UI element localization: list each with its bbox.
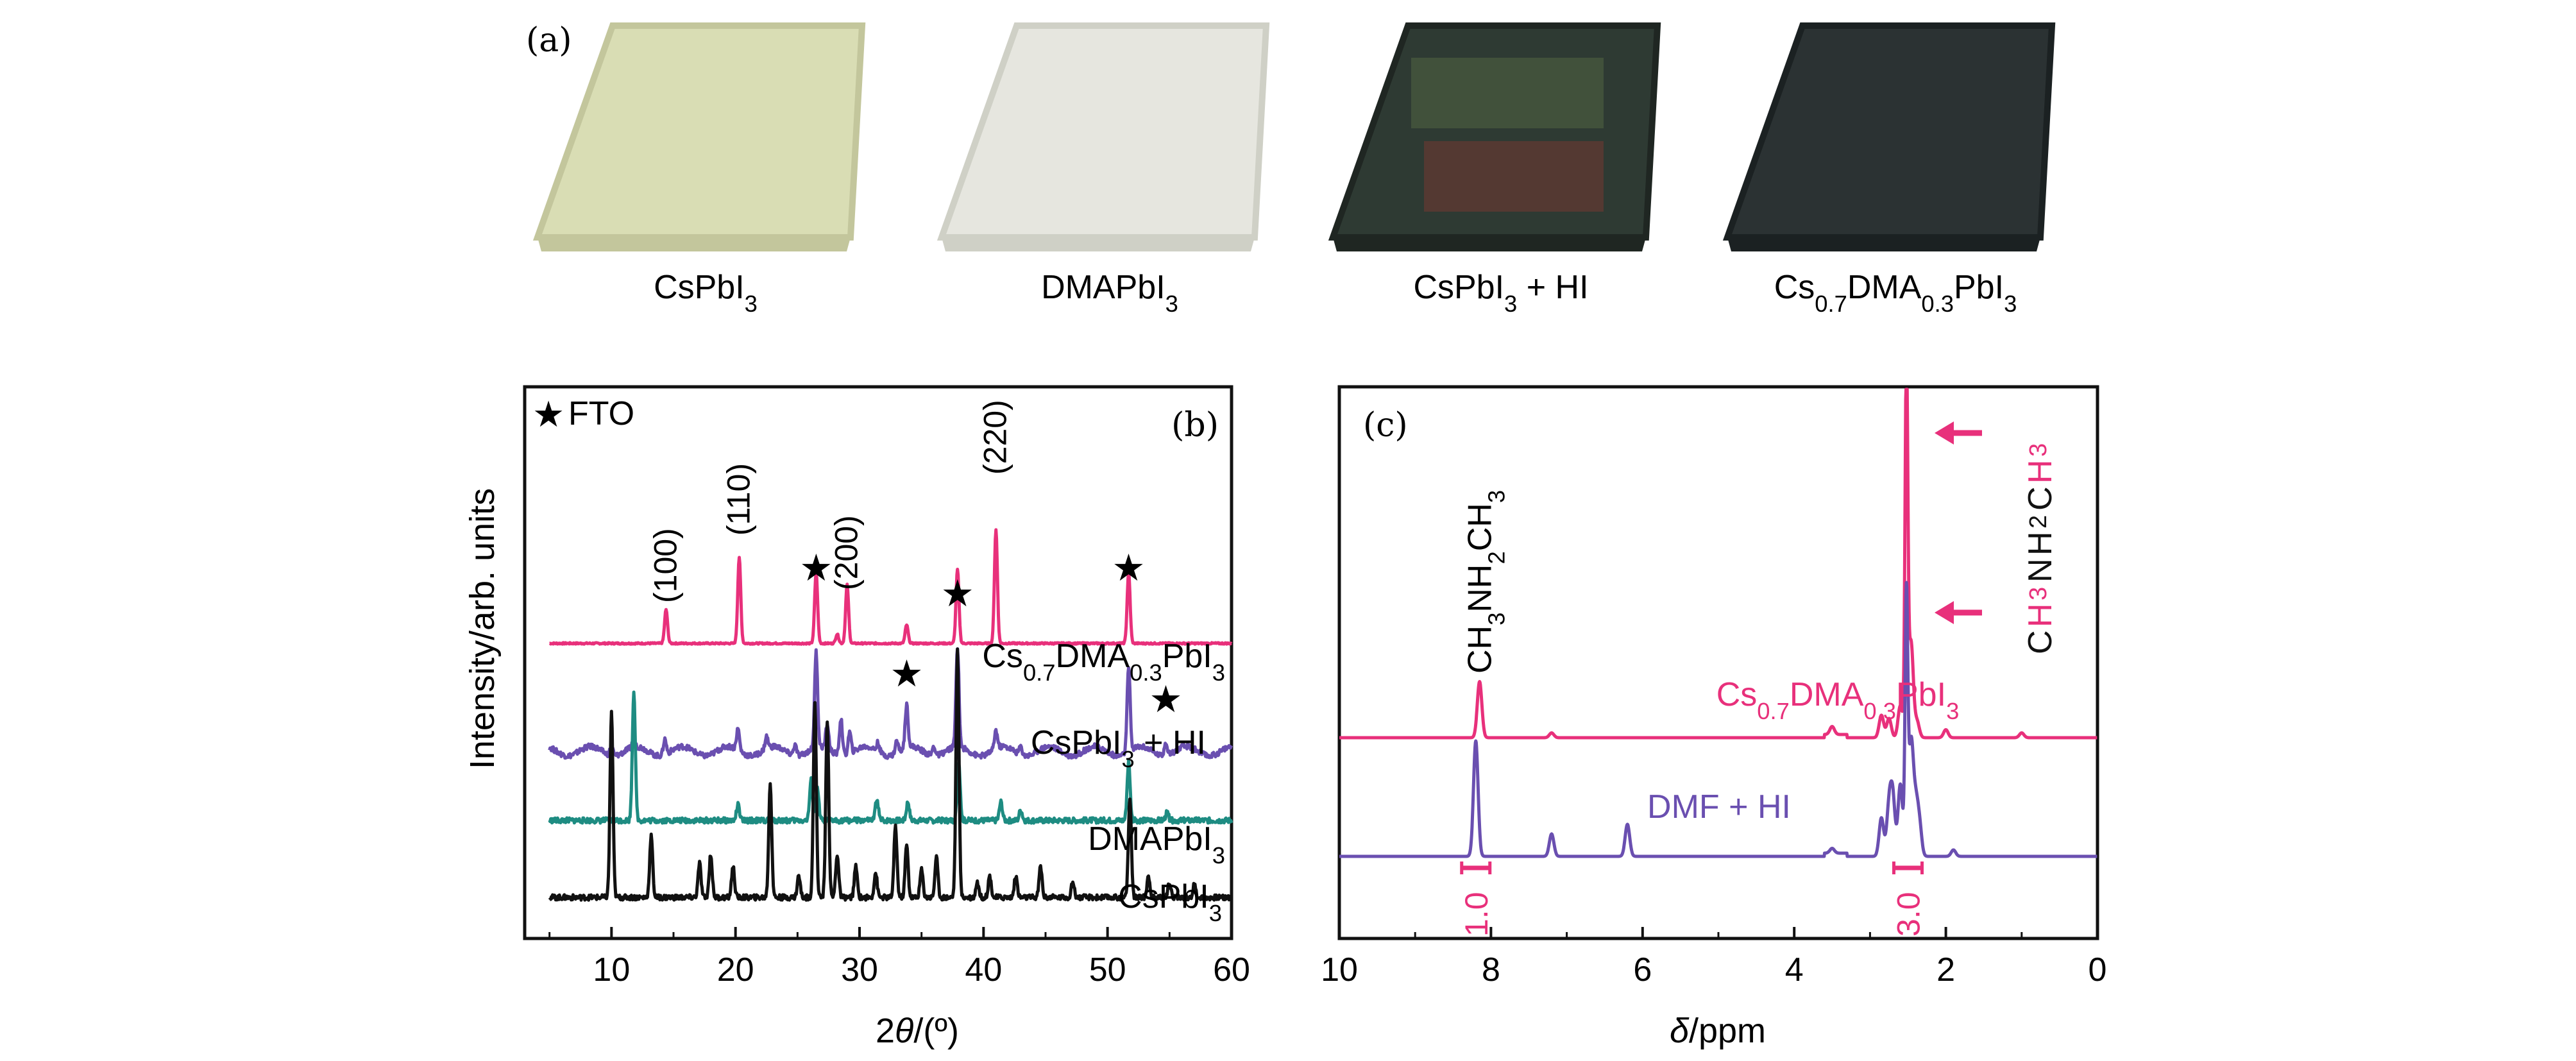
sample-label: DMAPbI3 (1041, 269, 1178, 317)
sample-photo-2 (936, 22, 1270, 251)
sample-photo-3 (1328, 22, 1661, 251)
sample-film-region (1424, 141, 1604, 212)
panel-c-x-axis: 10 8 6 4 2 0 (1321, 927, 2106, 989)
molecule-char: N (2022, 558, 2059, 582)
x-tick-label: 50 (1089, 951, 1126, 989)
fto-star: ★ (799, 547, 833, 589)
xrd-series-4 (548, 647, 1233, 902)
panel-b-series (548, 528, 1233, 902)
sample-edge (1727, 237, 2040, 251)
integration-label: 1.0 (1459, 892, 1495, 937)
sample-edge (942, 237, 1255, 251)
panel-b-annotations: Cs0.7DMA0.3PbI3 CsPbI3 + HI DMAPbI3 CsPbI3 (… (647, 400, 1225, 926)
xrd-series-3 (548, 690, 1233, 825)
sample-edge (538, 237, 851, 251)
panel-b-y-axis-label: Intensity/arb. units (463, 488, 502, 769)
sample-label: CsPbI3 (654, 269, 758, 317)
x-tick-label: 10 (1321, 951, 1358, 989)
x-tick-label: 60 (1213, 951, 1250, 989)
molecule-char: 2 (2025, 515, 2052, 529)
panel-c-x-axis-label: δ/ppm (1670, 1012, 1766, 1050)
sample-label: Cs0.7DMA0.3PbI3 (1774, 269, 2017, 317)
xrd-series-label: Cs0.7DMA0.3PbI3 (982, 638, 1225, 686)
fto-legend-symbol: ★ (532, 394, 564, 434)
fto-legend-label: FTO (568, 395, 634, 432)
arrow-to-ch3-methyl-head (1935, 601, 1954, 624)
hkl-label: (220) (978, 400, 1013, 475)
sample-label: CsPbI3 + HI (1413, 269, 1588, 317)
xrd-series-2 (548, 647, 1233, 760)
xrd-series-label: DMAPbI3 (1088, 820, 1225, 869)
panel-a: (a) CsPbI3 DMAPbI3 CsPbI3 + HI Cs0.7DMA0.3P… (526, 21, 2056, 317)
panel-a-label: (a) (526, 21, 572, 60)
xrd-series-label: CsPbI3 + HI (1031, 724, 1206, 772)
x-tick-label: 30 (841, 951, 878, 989)
molecule-char: H (2022, 459, 2059, 484)
x-tick-label: 6 (1633, 951, 1652, 989)
molecule-char: C (2022, 486, 2059, 511)
panel-b-frame (523, 385, 1233, 940)
hkl-label: (100) (647, 528, 683, 603)
x-tick-label: 0 (2089, 951, 2107, 989)
fto-legend: ★ FTO (532, 394, 634, 434)
sample-substrate (936, 22, 1270, 241)
panel-c-series (1338, 387, 2099, 858)
nmr-series-label: DMF + HI (1647, 788, 1791, 826)
molecule-char: H (2022, 603, 2059, 627)
molecule-char: C (2022, 630, 2059, 654)
x-tick-label: 8 (1482, 951, 1500, 989)
arrow-to-ch3-terminal-head (1935, 421, 1954, 445)
sample-substrate (1722, 22, 2056, 241)
nmr-series-label: Cs0.7DMA0.3PbI3 (1716, 676, 1960, 724)
sample-substrate (532, 22, 866, 241)
panel-b-label: (b) (1171, 406, 1219, 445)
fto-star: ★ (1112, 547, 1146, 589)
panel-b-x-axis: 10 20 30 40 50 60 (548, 927, 1250, 989)
panel-c-label: (c) (1363, 406, 1408, 445)
xrd-series-1 (548, 528, 1233, 646)
fto-star: ★ (941, 573, 974, 615)
molecule-label: CH3NH2CH3 (2022, 443, 2059, 654)
sample-labels: CsPbI3 DMAPbI3 CsPbI3 + HI Cs0.7DMA0.3PbI3 (654, 269, 2017, 317)
sample-edge (1333, 237, 1646, 251)
molecule-char: 3 (2025, 443, 2052, 457)
sample-film-region (1411, 58, 1604, 128)
x-tick-label: 2 (1936, 951, 1955, 989)
nmr-series-1 (1338, 387, 2099, 740)
x-tick-label: 10 (593, 951, 630, 989)
x-tick-label: 20 (717, 951, 754, 989)
fto-star: ★ (1149, 679, 1183, 720)
hkl-label: (200) (829, 515, 865, 590)
sample-photos (532, 22, 2056, 251)
x-tick-label: 4 (1785, 951, 1804, 989)
x-tick-label: 40 (965, 951, 1002, 989)
panel-b: (b) ★ FTO 10 20 30 40 50 60 Cs0.7DMA0.3PbI3Cs… (463, 385, 1250, 1050)
integration-label: 3.0 (1891, 892, 1927, 937)
xrd-series-label: CsPbI3 (1118, 878, 1222, 926)
hkl-label: (110) (720, 463, 756, 536)
nmr-series-2 (1338, 581, 2099, 858)
fto-star: ★ (890, 653, 923, 695)
peak-assignment: CH3NH2CH3 (1462, 490, 1510, 674)
sample-photo-1 (532, 22, 866, 251)
molecule-char: 3 (2025, 587, 2052, 600)
panel-b-x-axis-label: 2θ/(º) (876, 1012, 959, 1050)
molecule-char: H (2022, 531, 2059, 556)
sample-photo-4 (1722, 22, 2056, 251)
